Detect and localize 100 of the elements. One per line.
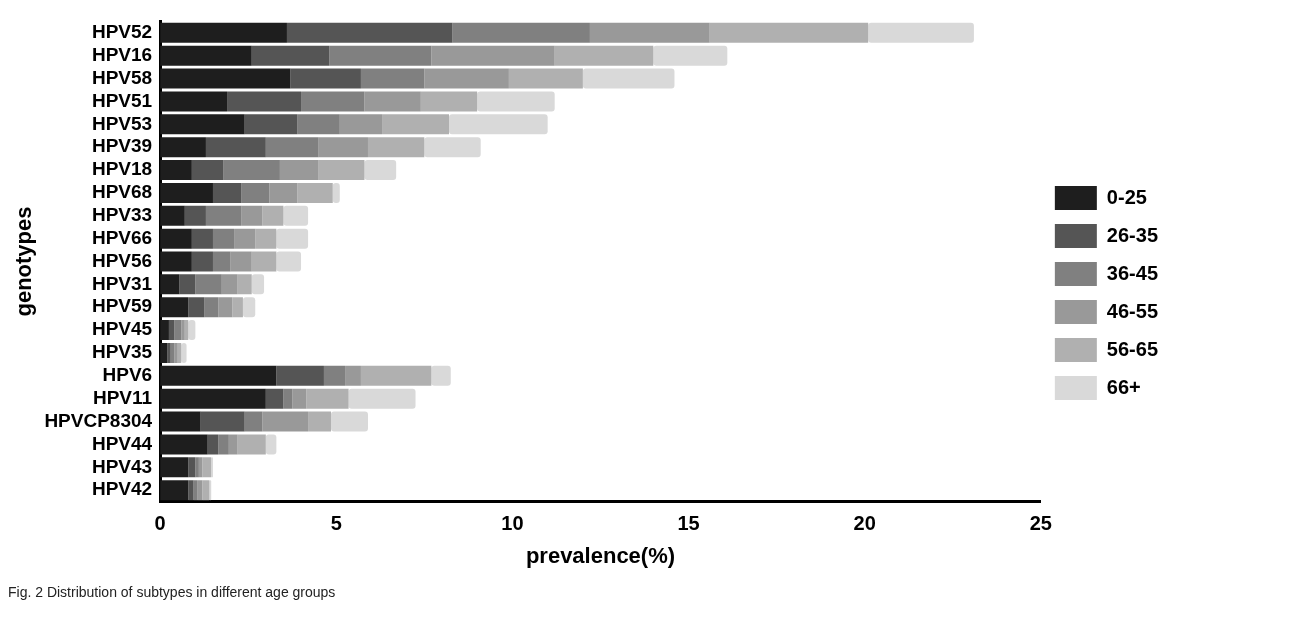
bar [265,434,277,455]
bar [508,68,583,89]
bar [554,45,654,66]
bar [212,251,231,272]
y-tick-label: HPV45 [91,318,153,340]
bar [195,274,222,295]
bar [160,182,213,203]
bar [191,228,213,249]
bar [244,114,298,135]
bar [241,205,263,226]
bar [382,114,449,135]
x-tick-label: 20 [853,512,876,535]
bar [301,91,365,112]
bar [160,45,252,66]
x-tick-label: 5 [330,512,342,535]
bar [160,137,206,158]
bar [589,22,710,43]
bar [292,388,307,409]
bar [306,388,349,409]
bar [709,22,869,43]
bar [221,274,238,295]
bar [364,91,421,112]
y-tick-label: HPV52 [91,21,153,43]
bar [255,228,277,249]
bar [364,160,397,181]
bar [265,388,284,409]
bar [160,160,192,181]
legend-label: 36-45 [1106,261,1158,284]
bar [237,274,252,295]
y-tick-label: HPV51 [91,89,153,111]
bar [200,411,245,432]
bar [184,205,206,226]
legend-label: 0-25 [1106,185,1147,208]
x-axis-title: prevalence(%) [525,542,676,568]
bar [868,22,974,43]
y-tick-label: HPV11 [92,386,153,408]
caption: Fig. 2 Distribution of subtypes in different age groups [8,584,337,600]
bar [318,137,368,158]
y-tick-label: HPV35 [91,341,153,363]
bar [188,480,194,501]
bar [174,320,182,341]
bar [251,274,265,295]
bar [227,91,302,112]
bar [160,297,189,318]
bar [207,434,219,455]
legend-label: 46-55 [1106,299,1158,322]
y-tick-label: HPV68 [91,181,153,203]
bar [241,182,270,203]
bar [181,320,185,341]
bar [265,137,319,158]
bar [653,45,728,66]
bar [218,434,229,455]
legend-label: 26-35 [1106,223,1158,246]
y-tick-label: HPV59 [91,295,153,317]
bar [262,205,284,226]
bar [283,388,293,409]
bar [449,114,548,135]
bar [160,457,189,478]
bar [191,251,213,272]
bar [205,205,242,226]
x-tick-label: 10 [501,512,524,535]
bar [242,297,256,318]
bar [188,457,196,478]
bar [205,137,266,158]
bar [424,137,481,158]
x-tick-label: 25 [1029,512,1052,535]
bar [160,205,185,226]
bar [420,91,478,112]
bar [202,457,212,478]
legend-label: 66+ [1106,375,1141,398]
bar [230,251,252,272]
bar [360,68,425,89]
bar [160,228,192,249]
bar [452,22,590,43]
y-tick-label: HPV43 [91,455,153,477]
bar [308,411,331,432]
bar [244,411,263,432]
bar [276,365,324,386]
bar [276,251,302,272]
bar [424,68,509,89]
y-axis-title: genotypes [11,206,37,317]
bar [234,228,256,249]
bar [179,274,196,295]
bar [345,365,361,386]
bar [160,411,201,432]
bar [290,68,361,89]
y-tick-label: HPV31 [91,272,153,294]
y-tick-label: HPV6 [102,364,153,386]
bar [160,365,277,386]
bar [160,434,208,455]
bar [329,45,432,66]
bar [174,342,178,363]
bar [160,22,287,43]
bar [297,182,333,203]
bar [168,320,175,341]
bar [251,45,330,66]
y-tick-label: HPV53 [91,112,153,134]
bar [323,365,346,386]
y-tick-label: HPV39 [91,135,153,157]
bar [218,297,233,318]
